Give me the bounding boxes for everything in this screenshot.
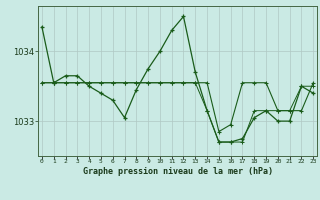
X-axis label: Graphe pression niveau de la mer (hPa): Graphe pression niveau de la mer (hPa) (83, 167, 273, 176)
